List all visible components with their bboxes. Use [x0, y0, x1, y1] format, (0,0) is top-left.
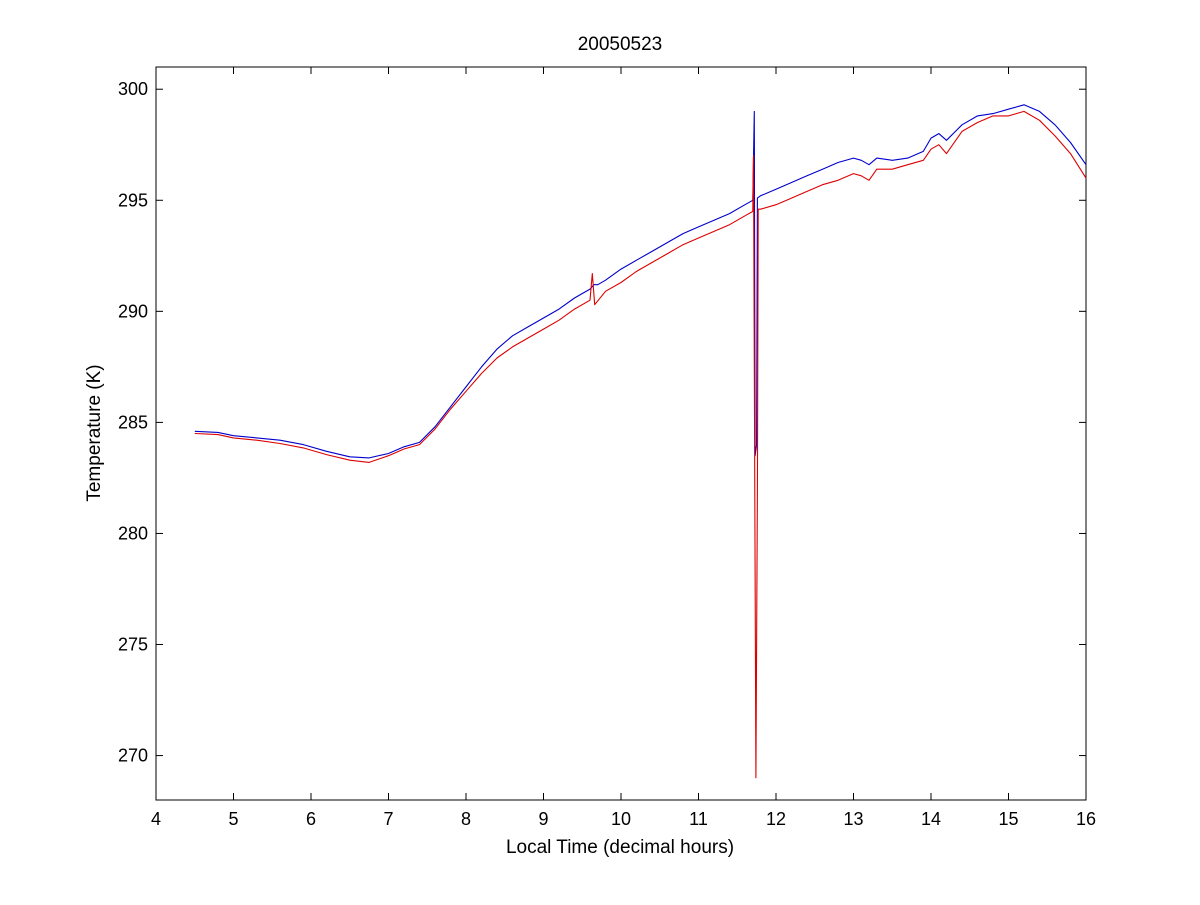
axis-ticks: 4 5 6 7 8 9 10 11 12 13 14 15 16 270 275 280 285 290 295 30… [118, 67, 1096, 829]
series-line-2 [194, 110, 1087, 779]
y-tick-label: 285 [118, 412, 148, 432]
x-tick-label: 5 [228, 809, 238, 829]
plot-frame [155, 66, 1087, 801]
x-tick-label: 14 [921, 809, 941, 829]
x-tick-label: 12 [766, 809, 786, 829]
plot-area [155, 66, 1087, 801]
y-tick-label: 295 [118, 190, 148, 210]
y-tick-label: 290 [118, 301, 148, 321]
x-tick-label: 4 [151, 809, 161, 829]
x-tick-label: 11 [689, 809, 708, 829]
x-axis-title: Local Time (decimal hours) [506, 837, 734, 858]
y-tick-label: 300 [118, 79, 148, 99]
x-tick-label: 7 [383, 809, 393, 829]
x-tick-label: 13 [843, 809, 863, 829]
x-tick-label: 9 [538, 809, 548, 829]
chart-title: 20050523 [578, 34, 663, 55]
x-tick-label: 8 [461, 809, 471, 829]
series-layer [194, 104, 1087, 779]
x-tick-label: 16 [1076, 809, 1096, 829]
x-tick-label: 6 [306, 809, 316, 829]
y-tick-label: 275 [118, 635, 148, 655]
series-line-1 [194, 104, 1087, 459]
y-tick-label: 280 [118, 523, 148, 543]
y-axis-title: Temperature (K) [84, 364, 105, 501]
y-tick-label: 270 [118, 746, 148, 766]
x-tick-label: 15 [998, 809, 1018, 829]
x-tick-label: 10 [611, 809, 631, 829]
